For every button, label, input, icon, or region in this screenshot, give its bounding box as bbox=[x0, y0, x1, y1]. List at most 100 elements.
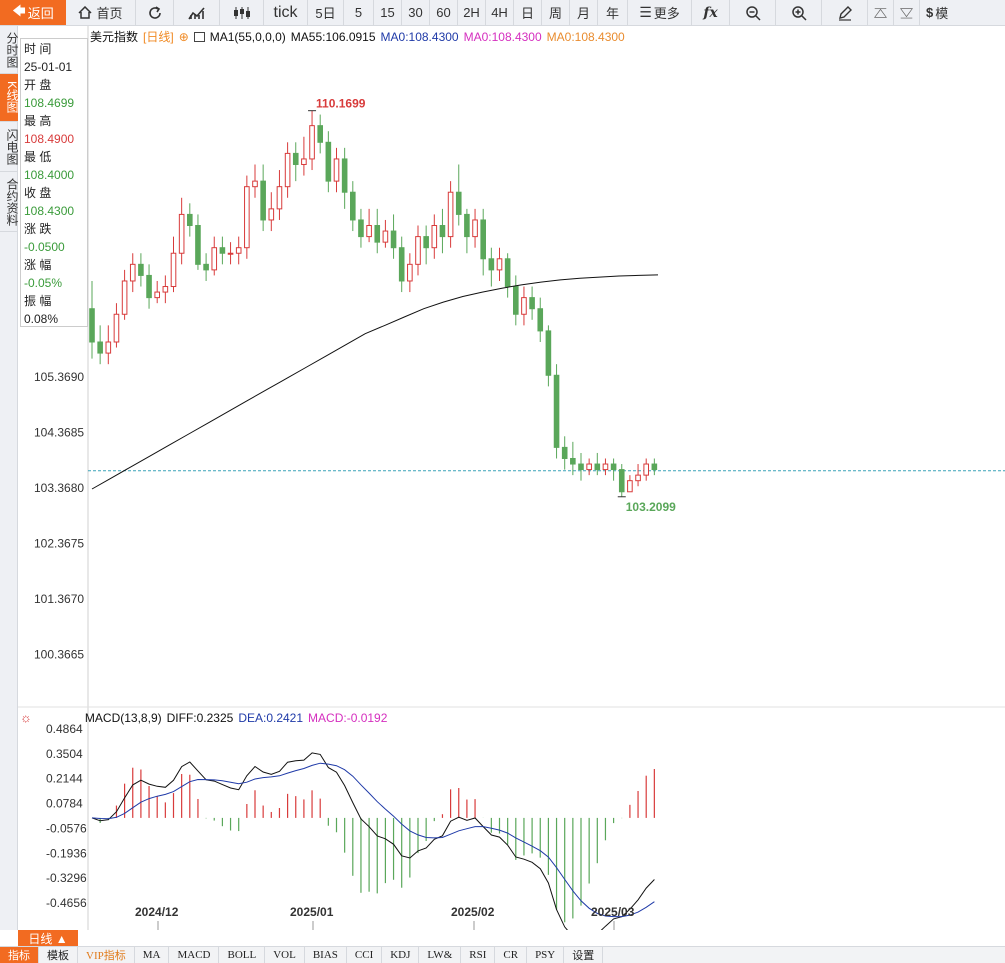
ma-box-icon bbox=[193, 31, 205, 42]
home-button[interactable]: 首页 bbox=[66, 0, 136, 25]
indicator-tab-7[interactable]: BIAS bbox=[305, 947, 347, 963]
formula-button[interactable]: fx bbox=[692, 0, 730, 25]
period-30min[interactable]: 30 bbox=[402, 0, 430, 25]
candle-body bbox=[162, 286, 169, 293]
symbol-name: 美元指数 bbox=[90, 30, 139, 44]
tab-flash[interactable]: 闪电图 bbox=[0, 122, 19, 172]
macd-hist: MACD:-0.0192 bbox=[308, 710, 388, 725]
macd-tick-label: 0.2144 bbox=[46, 772, 83, 786]
tab-kline[interactable]: K线图 bbox=[0, 74, 19, 122]
candle-body bbox=[464, 213, 470, 238]
indicator-tab-13[interactable]: PSY bbox=[527, 947, 565, 963]
candle-body bbox=[105, 341, 112, 354]
tab-intraday[interactable]: 分时图 bbox=[0, 26, 19, 74]
draw-button[interactable] bbox=[822, 0, 868, 25]
period-year[interactable]: 年 bbox=[598, 0, 628, 25]
macd-settings-icon[interactable]: ☼ bbox=[20, 710, 32, 725]
indicator-tab-4[interactable]: MACD bbox=[169, 947, 220, 963]
indicator-tab-5[interactable]: BOLL bbox=[219, 947, 266, 963]
info-value: 108.4000 bbox=[24, 168, 75, 182]
price-tick-label: 103.3680 bbox=[34, 481, 84, 495]
candle-body bbox=[178, 213, 185, 254]
period-60min[interactable]: 60 bbox=[430, 0, 458, 25]
ma55-value: MA55:106.0915 bbox=[290, 29, 376, 44]
menu-icon: ☰ bbox=[639, 4, 652, 20]
candle-body bbox=[561, 446, 568, 459]
period-4h[interactable]: 4H bbox=[486, 0, 514, 25]
info-value: 108.4699 bbox=[24, 96, 75, 110]
info-value: 25-01-01 bbox=[24, 60, 73, 74]
info-value: 0.08% bbox=[24, 312, 59, 326]
date-tick-label: 2025/01 bbox=[290, 905, 334, 919]
candle-body bbox=[292, 152, 299, 165]
candle-body bbox=[488, 258, 495, 271]
candle-body bbox=[146, 274, 152, 299]
period-5min[interactable]: 5 bbox=[344, 0, 374, 25]
candle-body bbox=[439, 225, 446, 238]
period-selector[interactable]: 日线 ▲ bbox=[18, 930, 78, 946]
period-5day[interactable]: 5日 bbox=[308, 0, 344, 25]
indicator-tab-0[interactable]: 指标 bbox=[0, 947, 39, 963]
back-button[interactable]: 🡄 返回 bbox=[0, 0, 66, 25]
triangle-down-button[interactable] bbox=[894, 0, 920, 25]
info-label: 时 间 bbox=[24, 42, 52, 56]
candle-type-button[interactable] bbox=[220, 0, 264, 25]
candle-body bbox=[570, 457, 576, 465]
price-tick-label: 101.3670 bbox=[34, 592, 84, 606]
info-value: 108.4900 bbox=[24, 132, 75, 146]
info-value: -0.05% bbox=[24, 276, 63, 290]
period-month[interactable]: 月 bbox=[570, 0, 598, 25]
indicator-tab-3[interactable]: MA bbox=[135, 947, 170, 963]
period-settings-icon[interactable]: ⊕ bbox=[178, 29, 189, 44]
indicator-tab-bar: 指标 模板 VIP指标 MA MACD BOLL VOL BIAS CCI KDJ LW& RSI CR… bbox=[0, 946, 1005, 963]
candle-body bbox=[610, 463, 617, 471]
zoom-out-button[interactable] bbox=[730, 0, 776, 25]
candle-body bbox=[235, 247, 242, 254]
period-2h[interactable]: 2H bbox=[458, 0, 486, 25]
indicator-tab-6[interactable]: VOL bbox=[265, 947, 305, 963]
info-label: 收 盘 bbox=[24, 186, 52, 200]
indicator-tab-8[interactable]: CCI bbox=[347, 947, 383, 963]
candlestick-icon bbox=[233, 6, 250, 19]
candle-body bbox=[203, 263, 209, 271]
macd-params: MACD(13,8,9) bbox=[84, 710, 162, 725]
candle-body bbox=[317, 125, 323, 143]
date-tick-label: 2025/03 bbox=[591, 905, 635, 919]
chart-type-button[interactable] bbox=[174, 0, 220, 25]
kline-chart[interactable]: 105.3690 104.3685 103.3680 102.3675 101.3670… bbox=[0, 26, 1005, 930]
candle-body bbox=[301, 158, 307, 165]
triangle-up-button[interactable] bbox=[868, 0, 894, 25]
macd-tick-label: -0.4656 bbox=[46, 896, 87, 910]
indicator-tab-12[interactable]: CR bbox=[495, 947, 528, 963]
indicator-tab-14[interactable]: 设置 bbox=[564, 947, 604, 963]
period-day[interactable]: 日 bbox=[514, 0, 542, 25]
indicator-tab-11[interactable]: RSI bbox=[461, 947, 496, 963]
refresh-button[interactable] bbox=[136, 0, 174, 25]
candle-body bbox=[602, 463, 609, 471]
period-week[interactable]: 周 bbox=[542, 0, 570, 25]
macd-tick-label: 0.4864 bbox=[46, 722, 83, 736]
candle-body bbox=[447, 191, 454, 238]
candle-body bbox=[407, 263, 413, 282]
zoom-in-button[interactable] bbox=[776, 0, 822, 25]
macd-dea: DEA:0.2421 bbox=[238, 710, 304, 725]
candle-body bbox=[309, 125, 315, 160]
period-label[interactable]: [日线] bbox=[143, 30, 174, 44]
function-icon: fx bbox=[703, 4, 718, 21]
indicator-tab-2[interactable]: VIP指标 bbox=[78, 947, 135, 963]
candle-body bbox=[268, 208, 275, 221]
candle-body bbox=[276, 186, 283, 210]
indicator-tab-1[interactable]: 模板 bbox=[39, 947, 78, 963]
candle-body bbox=[455, 191, 462, 215]
price-tick-label: 104.3685 bbox=[34, 426, 84, 440]
candle-body bbox=[341, 158, 348, 193]
period-15min[interactable]: 15 bbox=[374, 0, 402, 25]
macd-tick-label: 0.3504 bbox=[46, 747, 83, 761]
more-button[interactable]: ☰ 更多 bbox=[628, 0, 692, 25]
model-button[interactable]: $ 模 bbox=[926, 5, 949, 21]
tab-contract-info[interactable]: 合约资料 bbox=[0, 172, 19, 232]
tick-button[interactable]: tick bbox=[264, 0, 308, 25]
indicator-tab-10[interactable]: LW& bbox=[419, 947, 462, 963]
indicator-tab-9[interactable]: KDJ bbox=[382, 947, 420, 963]
candle-body bbox=[350, 191, 356, 221]
